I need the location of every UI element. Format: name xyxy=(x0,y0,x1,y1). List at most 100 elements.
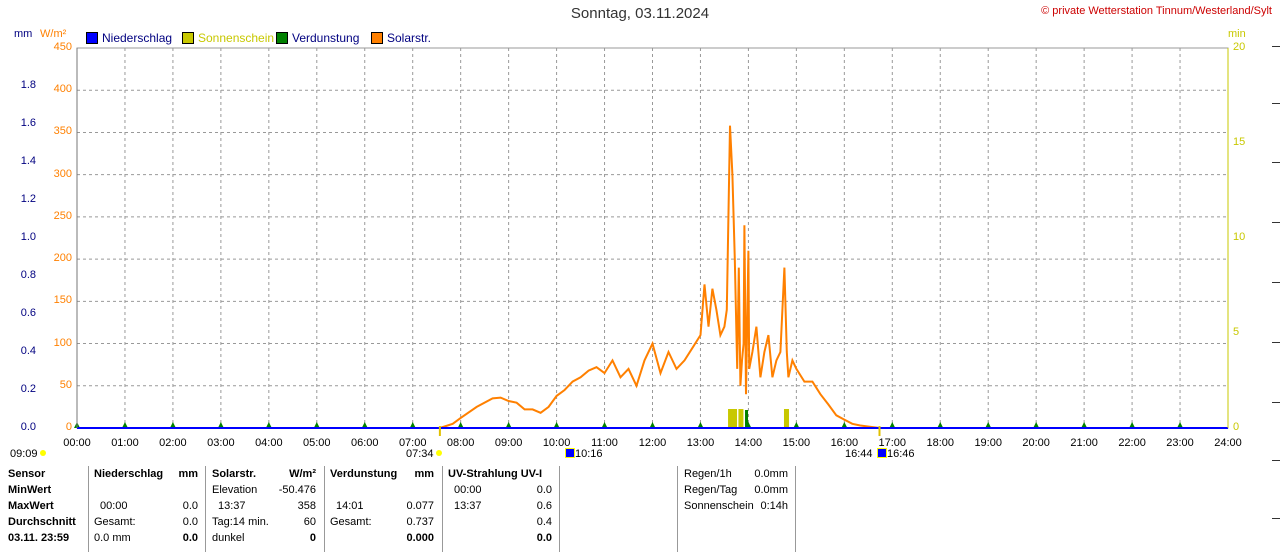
x-tick-label: 24:00 xyxy=(1214,437,1242,449)
mm-tick-label: 0.0 xyxy=(20,421,36,433)
min-tick-label: 5 xyxy=(1233,326,1240,338)
unit-wm2: W/m² xyxy=(40,28,67,40)
x-tick-label: 19:00 xyxy=(974,437,1002,449)
verdunstung-total-value: 0.737 xyxy=(406,516,434,528)
legend-label-sonnenschein: Sonnenschein xyxy=(198,31,275,45)
mm-tick-label: 1.4 xyxy=(20,155,36,167)
x-tick-label: 14:00 xyxy=(734,437,763,449)
min-tick-label: 0 xyxy=(1233,421,1240,433)
uv-header: UV-Strahlung UV-I xyxy=(448,468,543,480)
solar-max-time: 13:37 xyxy=(218,500,246,512)
evaporation-tick xyxy=(937,422,944,428)
verdunstung-unit: mm xyxy=(414,468,434,480)
evaporation-tick xyxy=(793,422,800,428)
x-tick-label: 01:00 xyxy=(111,437,139,449)
legend-solar: Solarstr. xyxy=(371,31,431,45)
legend-swatch-solar xyxy=(371,32,383,44)
verdunstung-max-value: 0.077 xyxy=(406,500,434,512)
copyright-text: © private Wetterstation Tinnum/Westerlan… xyxy=(1041,5,1272,17)
evaporation-marks xyxy=(74,410,1184,428)
evaporation-tick xyxy=(697,422,704,428)
sunshine-value: 0:14h xyxy=(760,500,788,512)
wm2-tick-label: 0 xyxy=(65,421,72,433)
mm-tick-label: 0.8 xyxy=(20,269,36,281)
evaporation-tick xyxy=(505,422,512,428)
x-tick-label: 21:00 xyxy=(1070,437,1098,449)
min-tick-label: 20 xyxy=(1233,41,1246,53)
rain-day-value: 0.0mm xyxy=(754,484,788,496)
solar-max-value: 358 xyxy=(297,500,316,512)
wm2-tick-label: 400 xyxy=(53,83,72,96)
wm2-tick-label: 300 xyxy=(53,167,72,180)
legend-label-verdunstung: Verdunstung xyxy=(292,31,360,45)
unit-min: min xyxy=(1228,28,1246,40)
niederschlag-max-value: 0.0 xyxy=(182,500,198,512)
niederschlag-total-value: 0.0 xyxy=(182,516,198,528)
evaporation-tick xyxy=(1177,422,1184,428)
x-tick-label: 15:00 xyxy=(782,437,811,449)
solar-dark-label: dunkel xyxy=(212,532,245,544)
x-tick-label: 22:00 xyxy=(1118,437,1146,449)
marker-sunset-a: 16:44 xyxy=(845,448,873,460)
row-label-sensor: Sensor xyxy=(8,468,46,480)
table-verdunstung-column: Verdunstung mm 14:01 0.077 Gesamt: 0.737 0.… xyxy=(330,466,436,546)
evaporation-bar xyxy=(745,410,749,428)
evaporation-tick xyxy=(649,422,656,428)
sun-icon xyxy=(40,450,46,456)
x-tick-label: 08:00 xyxy=(446,437,475,449)
x-tick-label: 00:00 xyxy=(63,437,91,449)
sunshine-bar xyxy=(732,409,738,428)
mm-tick-label: 0.4 xyxy=(20,345,36,357)
mm-tick-label: 1.8 xyxy=(20,79,36,91)
row-label-date: 03.11. 23:59 xyxy=(8,532,70,544)
table-divider xyxy=(205,466,206,552)
moon-icon xyxy=(877,448,887,458)
evaporation-tick xyxy=(841,422,848,428)
solar-min-value: -50.476 xyxy=(278,484,316,496)
x-tick-label: 23:00 xyxy=(1166,437,1194,449)
table-extra-column: Regen/1h 0.0mm Regen/Tag 0.0mm Sonnenschei… xyxy=(684,466,790,514)
evaporation-tick xyxy=(889,422,896,428)
x-tick-label: 02:00 xyxy=(159,437,187,449)
niederschlag-max-time: 00:00 xyxy=(100,500,128,512)
table-divider xyxy=(324,466,325,552)
evaporation-tick xyxy=(1033,422,1040,428)
row-label-avg: Durchschnitt xyxy=(8,516,76,528)
sunshine-bar xyxy=(738,409,744,428)
solar-current: 0 xyxy=(309,532,316,544)
legend-swatch-niederschlag xyxy=(86,32,98,44)
evaporation-tick xyxy=(409,422,416,428)
sun-icon xyxy=(436,450,442,456)
evaporation-tick xyxy=(601,422,608,428)
evaporation-tick xyxy=(217,422,224,428)
evaporation-tick xyxy=(361,422,368,428)
x-tick-label: 17:00 xyxy=(878,437,907,449)
table-divider xyxy=(677,466,678,552)
rain-1h-label: Regen/1h xyxy=(684,468,732,480)
solar-day-value: 60 xyxy=(303,516,316,528)
x-tick-label: 10:00 xyxy=(542,437,571,449)
marker-sunset-b: 16:46 xyxy=(887,448,915,460)
table-niederschlag-column: Niederschlag mm 00:00 0.0 Gesamt: 0.0 0.0 m… xyxy=(94,466,200,546)
evaporation-tick xyxy=(1081,422,1088,428)
uv-avg-value: 0.4 xyxy=(536,516,552,528)
niederschlag-total-label: Gesamt: xyxy=(94,516,136,528)
x-tick-label: 05:00 xyxy=(303,437,331,449)
legend-niederschlag: Niederschlag xyxy=(86,31,172,45)
mm-tick-label: 1.2 xyxy=(20,193,36,205)
solar-series-line xyxy=(439,125,880,429)
wm2-tick-label: 450 xyxy=(53,41,72,53)
evaporation-tick xyxy=(169,422,176,428)
x-tick-label: 13:00 xyxy=(686,437,715,449)
uv-min-value: 0.0 xyxy=(536,484,552,496)
unit-mm: mm xyxy=(14,28,33,40)
legend-sonnenschein: Sonnenschein xyxy=(182,31,274,45)
mm-tick-label: 1.6 xyxy=(20,117,36,129)
sunshine-label: Sonnenschein xyxy=(684,500,754,512)
evaporation-tick xyxy=(121,422,128,428)
x-tick-label: 12:00 xyxy=(638,437,667,449)
niederschlag-unit: mm xyxy=(178,468,198,480)
x-tick-label: 11:00 xyxy=(591,437,618,449)
evaporation-tick xyxy=(457,422,464,428)
evaporation-tick xyxy=(313,422,320,428)
